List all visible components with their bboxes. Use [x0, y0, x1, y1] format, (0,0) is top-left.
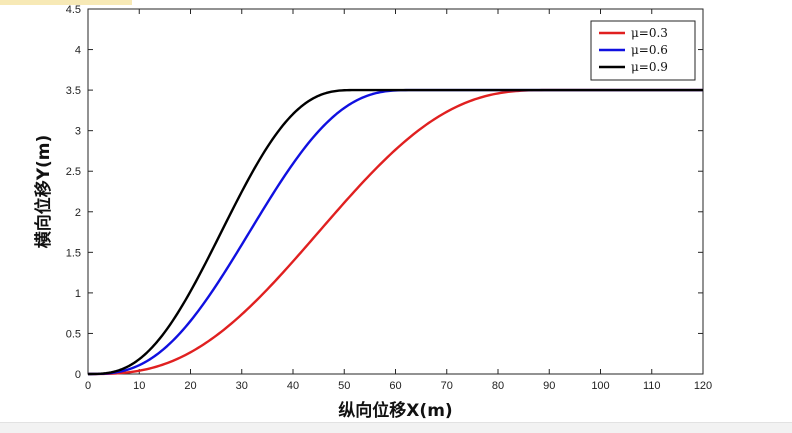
x-tick-label: 0 — [85, 380, 91, 392]
x-tick-label: 120 — [694, 380, 712, 392]
x-tick-label: 80 — [492, 380, 504, 392]
x-tick-label: 10 — [133, 380, 145, 392]
x-tick-label: 30 — [236, 380, 248, 392]
y-tick-label: 1 — [75, 288, 81, 300]
legend-label: μ=0.3 — [631, 26, 668, 40]
legend-label: μ=0.9 — [631, 60, 668, 74]
x-tick-label: 70 — [441, 380, 453, 392]
x-tick-label: 90 — [543, 380, 555, 392]
x-tick-label: 110 — [643, 380, 661, 392]
y-tick-label: 2 — [75, 207, 81, 219]
y-tick-label: 0.5 — [66, 328, 81, 340]
x-tick-label: 60 — [389, 380, 401, 392]
corner-highlight — [0, 0, 132, 5]
y-tick-label: 0 — [75, 369, 81, 381]
x-axis: 0 10 20 30 40 50 60 70 80 90 100 110 120 — [85, 9, 712, 392]
y-tick-label: 3.5 — [66, 85, 81, 97]
x-axis-title: 纵向位移X(m) — [338, 400, 452, 421]
legend-label: μ=0.6 — [631, 43, 668, 57]
y-tick-label: 4 — [75, 45, 81, 57]
x-tick-label: 50 — [338, 380, 350, 392]
x-tick-label: 20 — [184, 380, 196, 392]
bottom-strip — [0, 422, 792, 433]
y-tick-label: 2.5 — [66, 166, 81, 178]
y-axis-title: 横向位移Y(m) — [33, 135, 54, 249]
legend: μ=0.3 μ=0.6 μ=0.9 — [590, 20, 696, 81]
series-lines — [88, 88, 703, 376]
x-tick-label: 100 — [591, 380, 609, 392]
series-line-3 — [88, 88, 703, 376]
y-tick-label: 4.5 — [66, 4, 81, 16]
y-tick-label: 3 — [75, 126, 81, 138]
y-axis: 0 0.5 1 1.5 2 2.5 3 3.5 4 4.5 — [66, 4, 703, 381]
y-tick-label: 1.5 — [66, 247, 81, 259]
x-tick-label: 40 — [287, 380, 299, 392]
